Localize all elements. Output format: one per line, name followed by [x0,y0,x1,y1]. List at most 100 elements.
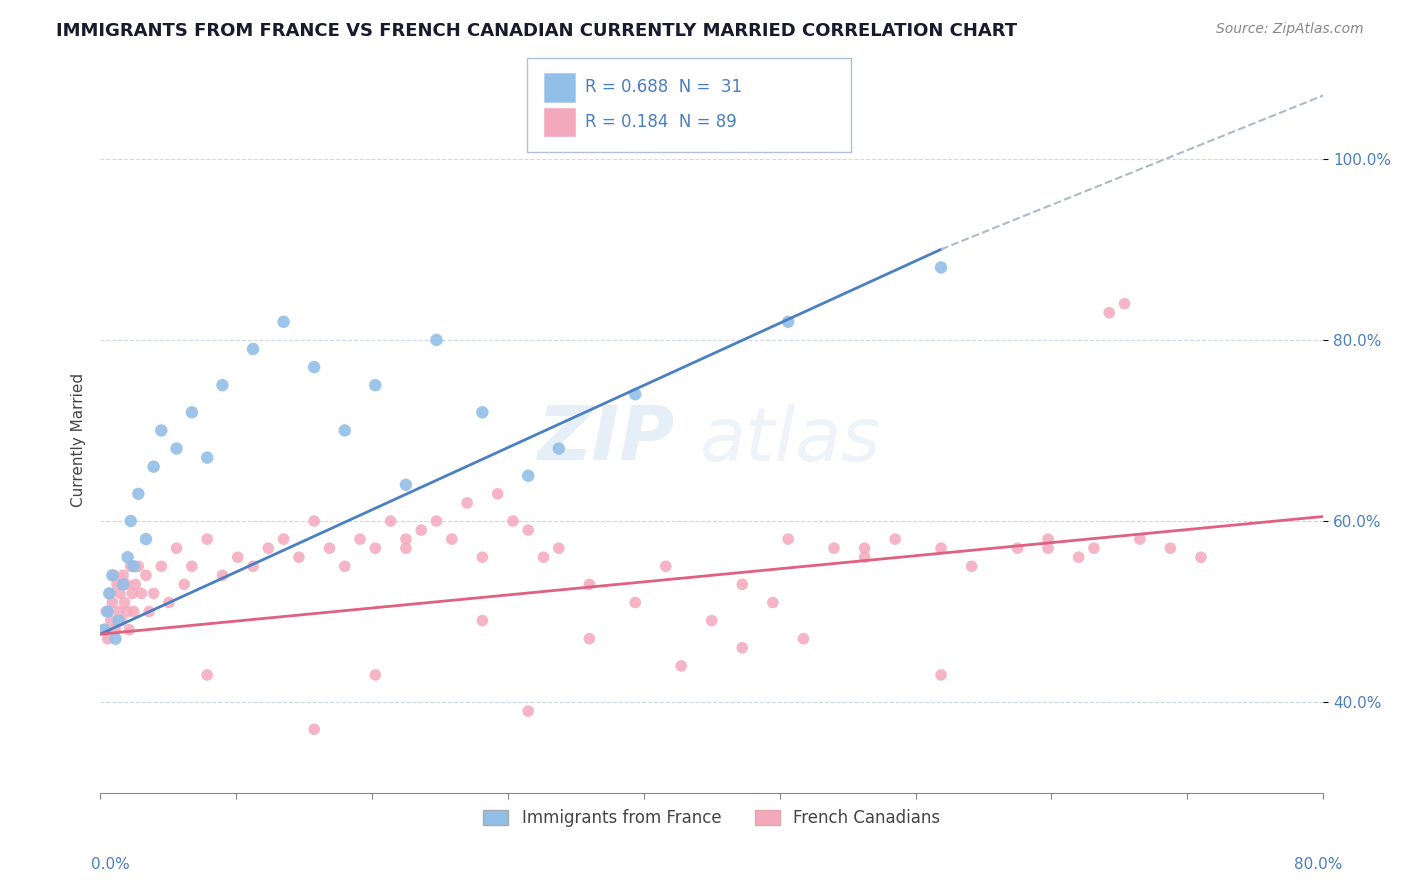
Point [97,632,120,646]
Point [211,378,233,392]
Point [517,704,540,718]
Point [195,450,218,465]
Point [97,605,120,619]
Point [98,586,121,600]
Text: 80.0%: 80.0% [1295,857,1343,872]
Point [118,623,141,637]
Point [115,577,138,591]
Point [288,550,311,565]
Point [960,559,983,574]
Point [120,514,142,528]
Point [180,405,202,419]
Point [114,595,136,609]
Point [150,559,173,574]
Point [1114,296,1136,310]
Point [107,614,129,628]
Point [853,550,876,565]
Text: IMMIGRANTS FROM FRANCE VS FRENCH CANADIAN CURRENTLY MARRIED CORRELATION CHART: IMMIGRANTS FROM FRANCE VS FRENCH CANADIA… [56,22,1018,40]
Point [135,568,157,582]
Point [853,541,876,556]
Point [104,623,127,637]
Point [502,514,524,528]
Point [929,260,952,275]
Point [364,378,387,392]
Point [1007,541,1029,556]
Point [778,315,800,329]
Legend: Immigrants from France, French Canadians: Immigrants from France, French Canadians [477,803,946,834]
Point [395,477,418,491]
Point [1189,550,1212,565]
Point [166,541,188,556]
Point [471,405,494,419]
Point [112,577,135,591]
Point [929,668,952,682]
Point [547,442,569,456]
Point [110,614,132,628]
Point [823,541,845,556]
Point [242,559,264,574]
Point [104,632,127,646]
Point [273,532,295,546]
Text: R = 0.184  N = 89: R = 0.184 N = 89 [585,113,737,131]
Point [486,487,509,501]
Point [929,541,952,556]
Point [364,541,387,556]
Point [103,568,125,582]
Point [318,541,340,556]
Point [142,586,165,600]
Point [1083,541,1105,556]
Point [157,595,180,609]
Y-axis label: Currently Married: Currently Married [72,373,86,507]
Point [669,659,692,673]
Point [120,559,142,574]
Point [108,586,131,600]
Point [471,614,494,628]
Text: atlas: atlas [699,403,880,475]
Point [517,523,540,537]
Point [112,568,135,582]
Point [1067,550,1090,565]
Point [700,614,723,628]
Point [257,541,280,556]
Point [578,632,600,646]
Point [211,568,233,582]
Point [195,668,218,682]
Text: 0.0%: 0.0% [91,857,131,872]
Point [380,514,402,528]
Point [122,605,145,619]
Point [533,550,555,565]
Point [117,550,139,565]
Point [226,550,249,565]
Point [93,623,115,637]
Point [127,559,149,574]
Point [302,360,325,375]
Point [792,632,814,646]
Point [425,514,447,528]
Point [180,559,202,574]
Point [121,586,143,600]
Point [173,577,195,591]
Point [105,577,128,591]
Point [131,586,153,600]
Point [395,541,418,556]
Point [762,595,785,609]
Point [117,605,139,619]
Point [624,387,647,401]
Point [731,640,754,655]
Point [395,532,418,546]
Point [364,668,387,682]
Point [778,532,800,546]
Point [333,559,356,574]
Point [517,468,540,483]
Point [411,523,433,537]
Point [425,333,447,347]
Point [195,532,218,546]
Text: R = 0.688  N =  31: R = 0.688 N = 31 [585,78,742,96]
Point [273,315,295,329]
Point [127,487,149,501]
Point [101,595,124,609]
Point [333,424,356,438]
Text: Source: ZipAtlas.com: Source: ZipAtlas.com [1216,22,1364,37]
Point [101,568,124,582]
Point [547,541,569,556]
